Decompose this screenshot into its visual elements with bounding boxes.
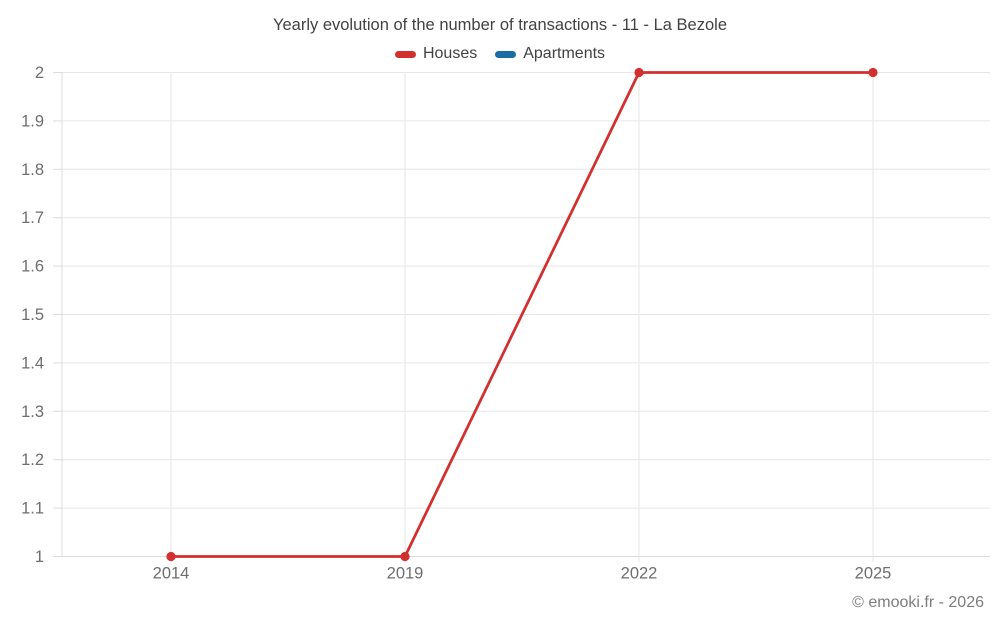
legend-swatch-icon: [495, 50, 517, 58]
legend-label: Houses: [422, 45, 478, 62]
legend-item-apartments[interactable]: Apartments: [495, 45, 605, 63]
y-tick-label: 1.7: [21, 209, 44, 227]
copyright-text: © emooki.fr - 2026: [852, 594, 984, 611]
y-tick-label: 1.8: [21, 161, 44, 179]
chart-title: Yearly evolution of the number of transa…: [272, 16, 728, 34]
x-tick-label: 2014: [153, 565, 190, 583]
y-tick-label: 1.4: [21, 354, 44, 372]
y-tick-label: 1.6: [21, 258, 44, 276]
data-point-houses-2014[interactable]: [166, 551, 176, 562]
data-point-houses-2025[interactable]: [868, 67, 878, 78]
y-tick-label: 1.2: [21, 451, 44, 469]
series-line-houses: [171, 71, 873, 558]
data-point-houses-2022[interactable]: [634, 67, 644, 78]
legend-swatch-icon: [394, 50, 416, 58]
y-tick-label: 1: [35, 548, 44, 566]
y-tick-label: 1.1: [21, 500, 44, 518]
data-point-houses-2019[interactable]: [400, 551, 410, 562]
legend-label: Apartments: [523, 45, 606, 62]
x-tick-label: 2025: [855, 565, 892, 583]
y-tick-label: 1.3: [21, 403, 44, 421]
y-tick-label: 1.5: [21, 306, 44, 324]
y-tick-label: 2: [35, 64, 44, 82]
x-tick-label: 2022: [621, 565, 658, 583]
chart-legend: Houses Apartments: [0, 45, 1000, 63]
x-tick-label: 2019: [387, 565, 424, 583]
legend-item-houses[interactable]: Houses: [394, 45, 478, 63]
y-tick-label: 1.9: [21, 112, 44, 130]
